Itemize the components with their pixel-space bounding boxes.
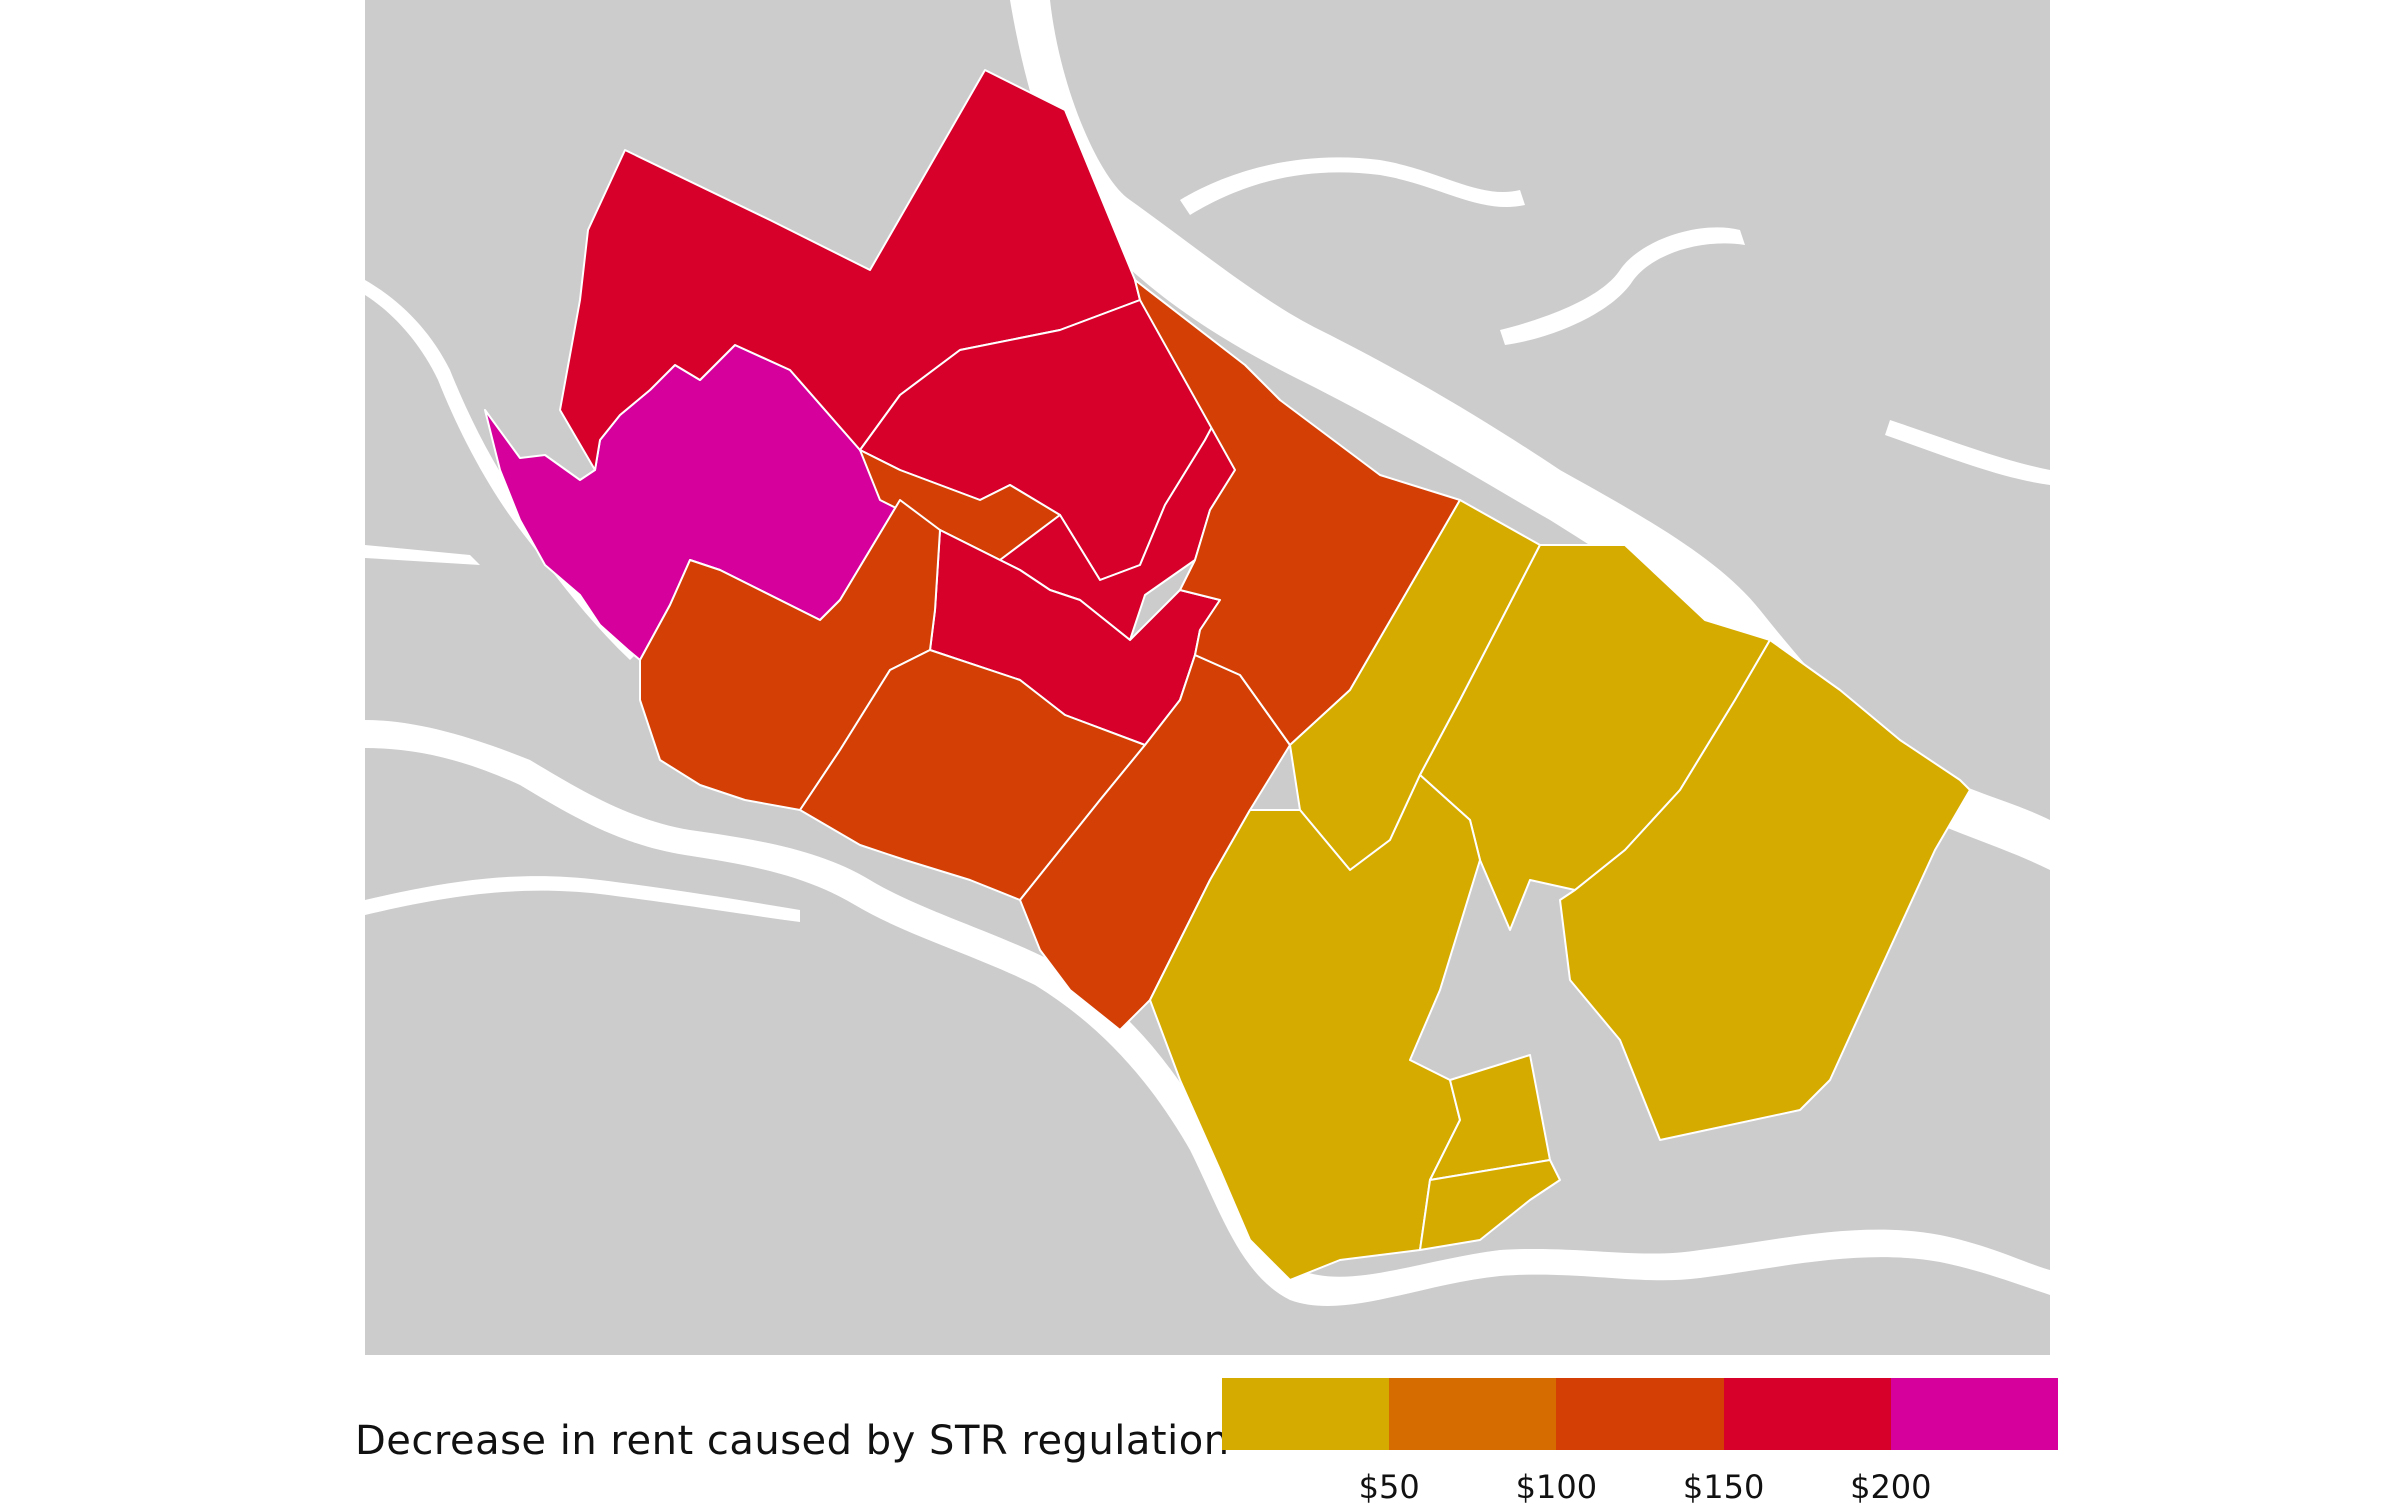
region-east-north xyxy=(1134,279,1461,746)
legend-swatch-2 xyxy=(1556,1378,1724,1450)
region-south-east-lower xyxy=(1149,774,1481,1281)
neighbourhood-regions xyxy=(484,69,1971,1281)
south-channel-lower xyxy=(365,876,800,922)
region-west-south xyxy=(639,499,941,811)
north-arm-a xyxy=(1180,157,1525,215)
legend-swatch-0 xyxy=(1222,1378,1390,1450)
legend-tick-labels: $50 $100 $150 $200 xyxy=(1222,1468,2058,1506)
legend-tick-3: $200 xyxy=(1850,1468,1932,1506)
legend-tick-2: $150 xyxy=(1682,1468,1765,1506)
legend-swatch-1 xyxy=(1389,1378,1557,1450)
north-inlet xyxy=(1010,0,2050,870)
region-far-east xyxy=(1559,639,1971,1141)
legend-title: Decrease in rent caused by STR regulatio… xyxy=(355,1418,1230,1464)
legend-swatch-3 xyxy=(1723,1378,1891,1450)
west-inlet xyxy=(365,545,480,565)
east-river xyxy=(1885,420,2050,485)
region-lakeside xyxy=(1419,1159,1561,1251)
legend-swatch-4 xyxy=(1890,1378,2059,1450)
legend-tick-1: $100 xyxy=(1515,1468,1598,1506)
south-river xyxy=(365,720,2050,1306)
legend-tick-0: $50 xyxy=(1358,1468,1420,1506)
north-arm-b xyxy=(1500,227,1745,345)
legend-color-bar xyxy=(1222,1378,2059,1450)
